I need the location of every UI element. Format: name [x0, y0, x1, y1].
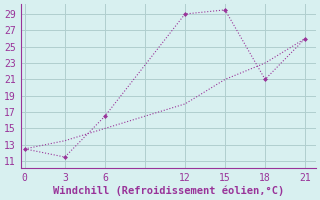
- X-axis label: Windchill (Refroidissement éolien,°C): Windchill (Refroidissement éolien,°C): [53, 185, 284, 196]
